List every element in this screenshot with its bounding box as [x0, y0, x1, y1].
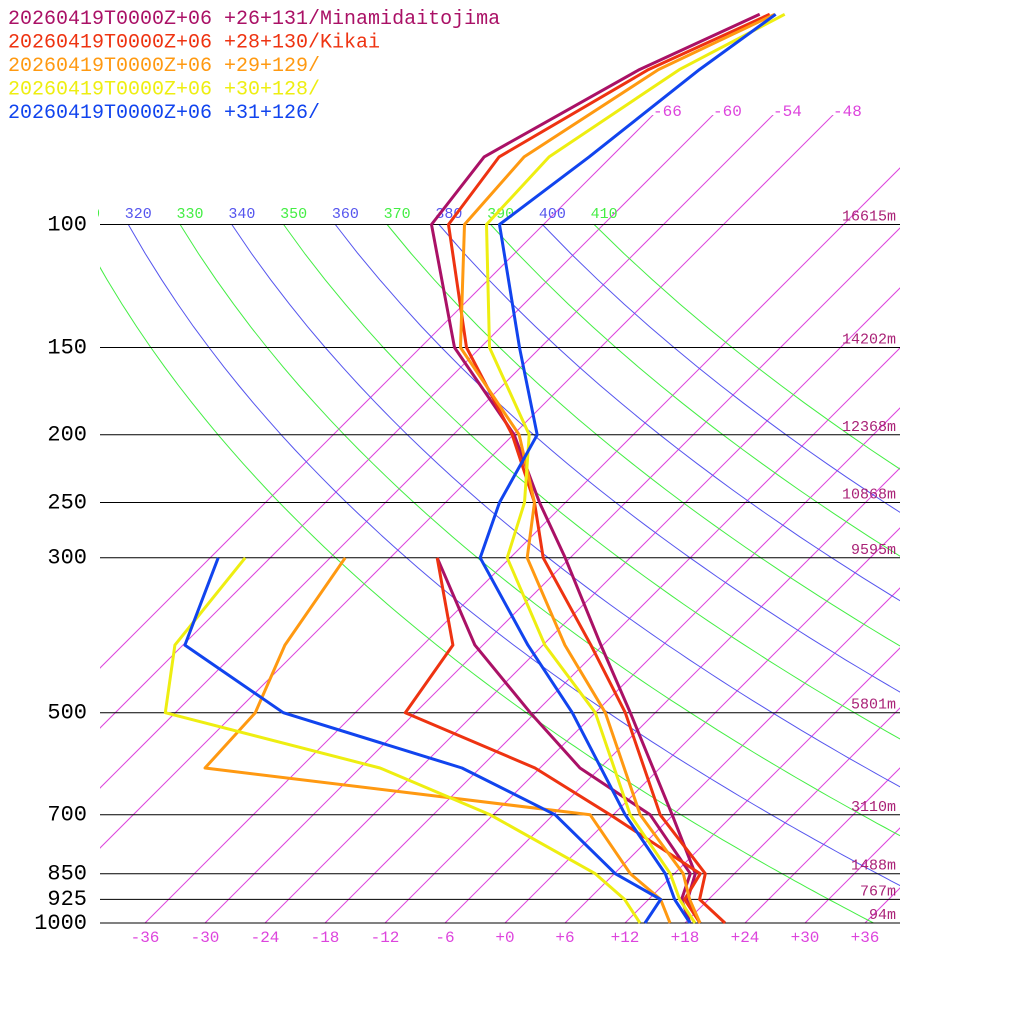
- top-tick-label: -48: [833, 103, 862, 121]
- isotherm: [25, 0, 948, 923]
- top-tick-label: -66: [653, 103, 682, 121]
- isotherm: [565, 0, 1024, 923]
- dry-adiabat: [463, 193, 1024, 952]
- dewpoint-line: [405, 558, 700, 923]
- x-tick-label: +36: [851, 929, 880, 947]
- x-tick-label: +12: [611, 929, 640, 947]
- dry-adiabat-label: 370: [384, 206, 411, 223]
- profiles: [165, 14, 784, 923]
- dewpoint-line: [185, 558, 661, 923]
- dry-adiabat: [563, 193, 1024, 952]
- dry-adiabat-label: 320: [125, 206, 152, 223]
- height-label: 5801m: [851, 697, 896, 714]
- y-tick-label: 500: [47, 701, 87, 726]
- dry-adiabat: [212, 193, 1024, 952]
- height-label: 10868m: [842, 486, 896, 503]
- isotherm: [265, 0, 1024, 923]
- legend-entry: 20260419T0000Z+06 +28+130/Kikai: [8, 32, 380, 55]
- axes: -36 -30 -24 -18 -12 -6 +0 +6 +12 +18 +24 +30 +36 -66 -…: [34, 103, 900, 947]
- legend-entry: 20260419T0000Z+06 +31+126/: [8, 102, 320, 125]
- dry-adiabat: [312, 193, 1024, 952]
- isotherm: [685, 0, 1024, 923]
- dewpoint-line: [437, 558, 690, 923]
- isotherm: [325, 0, 1024, 923]
- x-tick-label: -36: [131, 929, 160, 947]
- dry-adiabat-label: 360: [332, 206, 359, 223]
- dry-adiabat: [412, 193, 1024, 952]
- height-label: 1488m: [851, 858, 896, 875]
- y-tick-label: 700: [47, 803, 87, 828]
- isotherm: [0, 0, 888, 923]
- height-label: 94m: [869, 907, 896, 924]
- x-tick-label: +18: [671, 929, 700, 947]
- y-tick-label: 200: [47, 423, 87, 448]
- height-label: 14202m: [842, 332, 896, 349]
- x-tick-label: +30: [791, 929, 820, 947]
- x-tick-label: +24: [731, 929, 760, 947]
- dry-adiabat-label: 340: [228, 206, 255, 223]
- legend-entry: 20260419T0000Z+06 +29+129/: [8, 55, 320, 78]
- top-tick-label: -60: [713, 103, 742, 121]
- height-label: 767m: [860, 883, 896, 900]
- x-tick-label: -30: [191, 929, 220, 947]
- y-tick-label: 150: [47, 335, 87, 360]
- dewpoint-line: [165, 558, 640, 923]
- dry-adiabat-label: 350: [280, 206, 307, 223]
- height-label: 16615m: [842, 209, 896, 226]
- x-tick-label: -6: [435, 929, 454, 947]
- x-tick-label: +6: [555, 929, 574, 947]
- isotherms: [0, 0, 1024, 923]
- height-label: 12368m: [842, 419, 896, 436]
- y-tick-label: 100: [47, 212, 87, 237]
- isotherm: [0, 0, 768, 923]
- dry-adiabats: [61, 193, 1024, 952]
- isotherm: [385, 0, 1024, 923]
- y-tick-label: 300: [47, 546, 87, 571]
- legend-entry: 20260419T0000Z+06 +26+131/Minamidaitojim…: [8, 8, 500, 31]
- y-tick-label: 250: [47, 490, 87, 515]
- legend-entry: 20260419T0000Z+06 +30+128/: [8, 79, 320, 102]
- x-tick-label: -18: [311, 929, 340, 947]
- y-tick-label: 1000: [34, 911, 87, 936]
- legend: 20260419T0000Z+06 +26+131/Minamidaitojim…: [8, 8, 500, 125]
- x-tick-label: -24: [251, 929, 280, 947]
- isotherm: [145, 0, 1024, 923]
- top-tick-label: -54: [773, 103, 802, 121]
- x-tick-label: +0: [495, 929, 514, 947]
- y-tick-label: 925: [47, 887, 87, 912]
- height-label: 9595m: [851, 542, 896, 559]
- dry-adiabat-label: 330: [177, 206, 204, 223]
- dry-adiabat-label: 410: [591, 206, 618, 223]
- dry-adiabat-label: 400: [539, 206, 566, 223]
- x-tick-label: -12: [371, 929, 400, 947]
- isotherm: [805, 0, 1024, 923]
- height-label: 3110m: [851, 799, 896, 816]
- y-tick-label: 850: [47, 862, 87, 887]
